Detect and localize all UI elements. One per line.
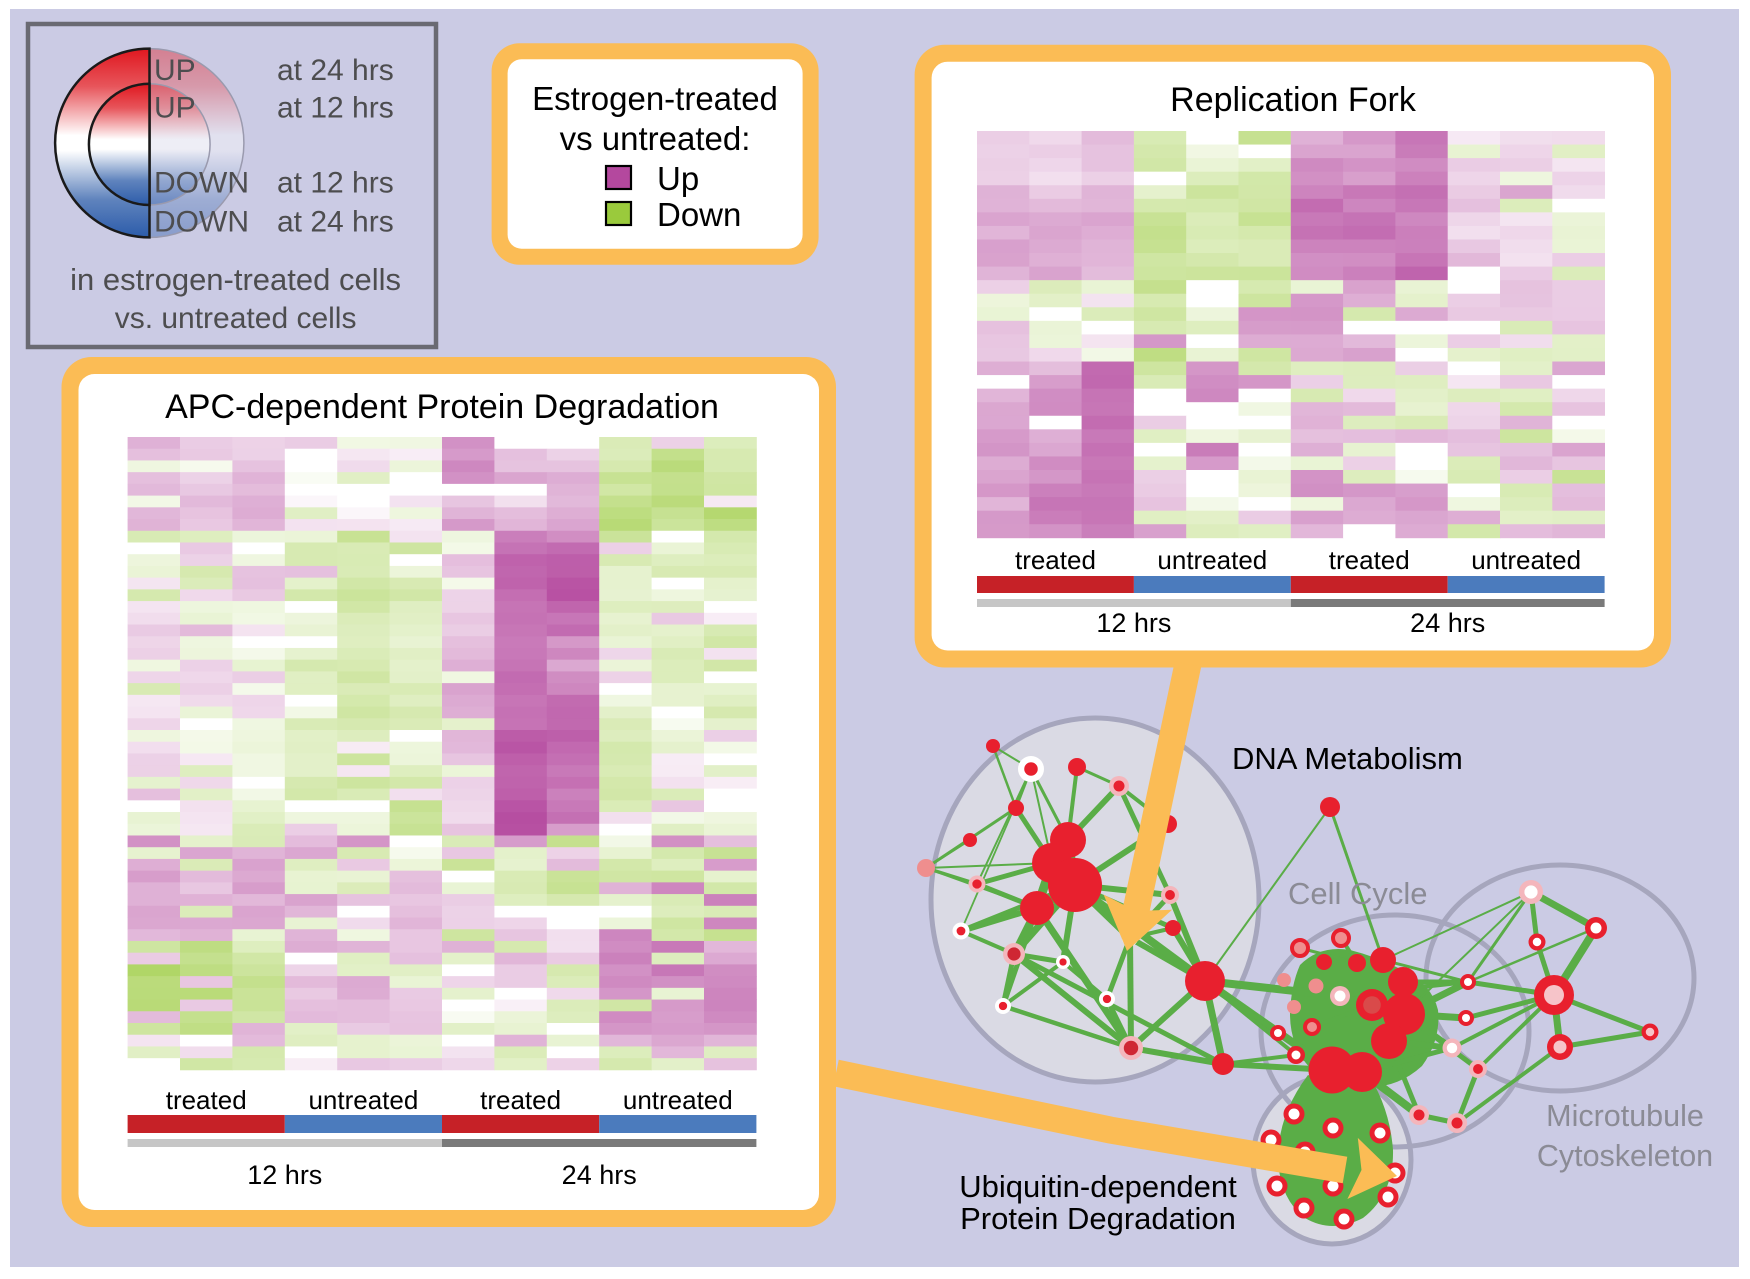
svg-text:at 12 hrs: at 12 hrs xyxy=(277,167,394,200)
svg-text:treated: treated xyxy=(166,1085,247,1115)
svg-text:treated: treated xyxy=(1329,545,1410,575)
svg-text:treated: treated xyxy=(1015,545,1096,575)
svg-text:in estrogen-treated cells: in estrogen-treated cells xyxy=(70,262,401,297)
svg-text:DOWN: DOWN xyxy=(154,205,249,238)
svg-text:vs. untreated cells: vs. untreated cells xyxy=(115,302,357,335)
svg-text:DNA Metabolism: DNA Metabolism xyxy=(1232,741,1463,776)
svg-text:Microtubule: Microtubule xyxy=(1546,1099,1704,1133)
svg-text:24 hrs: 24 hrs xyxy=(562,1160,637,1190)
svg-text:at 24 hrs: at 24 hrs xyxy=(277,205,394,238)
svg-text:24 hrs: 24 hrs xyxy=(1410,608,1485,638)
svg-text:Cell Cycle: Cell Cycle xyxy=(1288,876,1428,911)
svg-text:untreated: untreated xyxy=(1471,545,1581,575)
svg-text:Cytoskeleton: Cytoskeleton xyxy=(1537,1139,1713,1173)
svg-text:untreated: untreated xyxy=(1157,545,1267,575)
svg-text:at 24 hrs: at 24 hrs xyxy=(277,54,394,87)
svg-text:12 hrs: 12 hrs xyxy=(247,1160,322,1190)
svg-text:12 hrs: 12 hrs xyxy=(1096,608,1171,638)
svg-text:DOWN: DOWN xyxy=(154,167,249,200)
svg-text:vs untreated:: vs untreated: xyxy=(560,120,751,157)
svg-text:Estrogen-treated: Estrogen-treated xyxy=(532,80,778,117)
svg-text:Ubiquitin-dependent: Ubiquitin-dependent xyxy=(959,1169,1237,1204)
svg-text:Protein Degradation: Protein Degradation xyxy=(960,1201,1236,1236)
svg-text:UP: UP xyxy=(154,92,196,125)
svg-text:treated: treated xyxy=(480,1085,561,1115)
svg-text:UP: UP xyxy=(154,54,196,87)
svg-text:Down: Down xyxy=(657,196,741,233)
svg-text:at 12 hrs: at 12 hrs xyxy=(277,92,394,125)
svg-text:untreated: untreated xyxy=(623,1085,733,1115)
svg-text:APC-dependent Protein Degradat: APC-dependent Protein Degradation xyxy=(165,388,719,426)
svg-text:Up: Up xyxy=(657,160,699,197)
svg-text:Replication Fork: Replication Fork xyxy=(1170,81,1417,119)
svg-text:untreated: untreated xyxy=(308,1085,418,1115)
